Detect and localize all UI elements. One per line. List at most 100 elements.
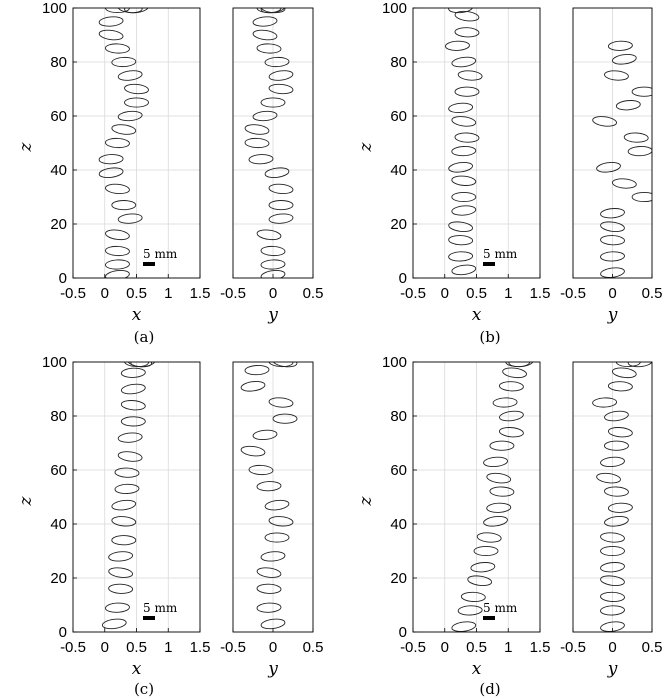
bubble-outline bbox=[448, 221, 473, 232]
x-tick-label: 1.5 bbox=[190, 285, 211, 302]
panel-c-y-z: -0.5 0 0.5 y bbox=[220, 361, 323, 679]
bubble-outline bbox=[600, 267, 625, 278]
bubble-outline bbox=[611, 178, 637, 189]
x-tick-label: -0.5 bbox=[220, 285, 246, 302]
bubble-outline bbox=[260, 259, 286, 270]
bubble-outline bbox=[105, 137, 130, 149]
bubble-outline bbox=[604, 516, 629, 527]
x-tick-label: 0.5 bbox=[466, 285, 487, 302]
bubble-outline bbox=[631, 86, 652, 97]
bubble-outline bbox=[457, 605, 483, 616]
bubble-outline bbox=[607, 381, 633, 392]
bubble-outline bbox=[105, 270, 130, 278]
x-tick-label: -0.5 bbox=[60, 639, 86, 656]
y-tick-label: 20 bbox=[50, 216, 67, 233]
z-axis-label: z bbox=[16, 141, 36, 152]
y-tick-label: 0 bbox=[399, 270, 407, 287]
bubble-outline bbox=[499, 410, 524, 422]
x-tick-label: -0.5 bbox=[560, 639, 586, 656]
x-tick-label: -0.5 bbox=[400, 285, 426, 302]
bubble-outline bbox=[451, 116, 477, 127]
bubble-outline bbox=[130, 362, 156, 368]
bubble-outline bbox=[457, 70, 483, 81]
y-tick-label: 20 bbox=[50, 570, 67, 587]
y-tick-label: 80 bbox=[390, 408, 407, 425]
bubble-outline bbox=[454, 132, 480, 143]
bubble-outline bbox=[105, 245, 130, 257]
bubble-outline bbox=[451, 146, 477, 157]
bubble-outline bbox=[111, 56, 137, 68]
bubble-outline bbox=[111, 124, 137, 135]
bubble-outline bbox=[120, 400, 146, 411]
bubble-outline bbox=[454, 86, 480, 97]
bubble-outline bbox=[98, 167, 124, 178]
bubble-outline bbox=[615, 362, 641, 368]
x-tick-label: 1.5 bbox=[530, 639, 551, 656]
bubble-outline bbox=[502, 367, 527, 379]
y-tick-label: 60 bbox=[50, 108, 67, 125]
bubble-outline bbox=[631, 191, 652, 203]
scale-bar-label: 5 mm bbox=[483, 601, 518, 615]
y-tick-label: 100 bbox=[42, 354, 67, 371]
bubble-outline bbox=[596, 472, 621, 484]
bubble-outline bbox=[117, 110, 143, 122]
bubble-outline bbox=[476, 532, 502, 543]
bubble-series bbox=[98, 8, 149, 278]
bubble-outline bbox=[592, 116, 617, 127]
bubble-outline bbox=[256, 229, 282, 241]
y-tick-label: 100 bbox=[382, 354, 407, 371]
bubble-outline bbox=[256, 43, 282, 54]
bubble-outline bbox=[98, 16, 124, 27]
bubble-outline bbox=[244, 124, 270, 135]
bubble-outline bbox=[256, 602, 282, 613]
bubble-outline bbox=[268, 362, 294, 368]
bubble-series bbox=[592, 40, 652, 278]
bubble-outline bbox=[252, 110, 278, 122]
y-tick-label: 60 bbox=[50, 462, 67, 479]
bubble-outline bbox=[607, 40, 633, 51]
bubble-series bbox=[101, 362, 156, 630]
x-tick-label: 0.5 bbox=[466, 639, 487, 656]
bubble-outline bbox=[627, 146, 652, 157]
x-tick-label: 1.5 bbox=[190, 639, 211, 656]
bubble-outline bbox=[600, 235, 625, 246]
bubble-series bbox=[592, 362, 652, 632]
y-axis-label: y bbox=[267, 659, 278, 679]
bubble-outline bbox=[120, 416, 146, 427]
bubble-outline bbox=[607, 502, 633, 513]
bubble-outline bbox=[111, 516, 137, 527]
x-axis-label: x bbox=[132, 305, 142, 325]
x-axis-label: x bbox=[472, 305, 482, 325]
bubble-outline bbox=[448, 8, 474, 14]
bubble-outline bbox=[467, 575, 493, 586]
bubble-outline bbox=[105, 259, 130, 270]
x-tick-label: -0.5 bbox=[220, 639, 246, 656]
x-tick-label: 1 bbox=[504, 285, 512, 302]
bubble-outline bbox=[264, 56, 290, 68]
caption-a: (a) bbox=[134, 328, 155, 346]
bubble-outline bbox=[256, 583, 282, 594]
bubble-outline bbox=[505, 362, 531, 368]
bubble-outline bbox=[101, 618, 127, 630]
caption-d: (d) bbox=[479, 680, 500, 698]
plot-frame bbox=[412, 361, 541, 633]
bubble-outline bbox=[451, 175, 477, 186]
scale-bar-label: 5 mm bbox=[483, 247, 518, 261]
y-tick-label: 0 bbox=[59, 270, 67, 287]
bubble-outline bbox=[600, 605, 625, 616]
x-tick-label: 0.5 bbox=[126, 285, 147, 302]
plot-frame bbox=[572, 7, 653, 279]
bubble-outline bbox=[260, 97, 286, 108]
bubble-outline bbox=[260, 8, 286, 14]
x-tick-label: 0.5 bbox=[303, 285, 324, 302]
y-tick-label: 40 bbox=[50, 516, 67, 533]
bubble-outline bbox=[105, 183, 130, 195]
bubble-outline bbox=[611, 367, 637, 379]
bubble-outline bbox=[604, 70, 629, 81]
bubble-outline bbox=[600, 575, 625, 586]
bubble-series bbox=[244, 8, 294, 278]
bubble-outline bbox=[451, 205, 477, 216]
bubble-outline bbox=[252, 429, 278, 441]
